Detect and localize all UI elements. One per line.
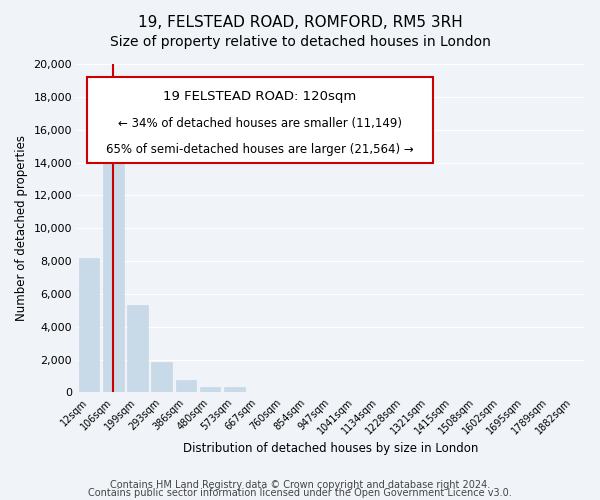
Text: 19, FELSTEAD ROAD, ROMFORD, RM5 3RH: 19, FELSTEAD ROAD, ROMFORD, RM5 3RH — [137, 15, 463, 30]
Y-axis label: Number of detached properties: Number of detached properties — [15, 135, 28, 321]
Bar — [224, 388, 245, 392]
Text: Contains HM Land Registry data © Crown copyright and database right 2024.: Contains HM Land Registry data © Crown c… — [110, 480, 490, 490]
Bar — [103, 120, 124, 392]
X-axis label: Distribution of detached houses by size in London: Distribution of detached houses by size … — [184, 442, 479, 455]
Text: ← 34% of detached houses are smaller (11,149): ← 34% of detached houses are smaller (11… — [118, 116, 402, 130]
Bar — [79, 258, 100, 392]
Text: 65% of semi-detached houses are larger (21,564) →: 65% of semi-detached houses are larger (… — [106, 143, 414, 156]
Text: 19 FELSTEAD ROAD: 120sqm: 19 FELSTEAD ROAD: 120sqm — [163, 90, 356, 104]
Text: Contains public sector information licensed under the Open Government Licence v3: Contains public sector information licen… — [88, 488, 512, 498]
Bar — [127, 306, 148, 392]
Bar — [176, 380, 196, 392]
Bar — [200, 388, 220, 392]
FancyBboxPatch shape — [87, 77, 433, 162]
Text: Size of property relative to detached houses in London: Size of property relative to detached ho… — [110, 35, 490, 49]
Bar — [151, 362, 172, 392]
